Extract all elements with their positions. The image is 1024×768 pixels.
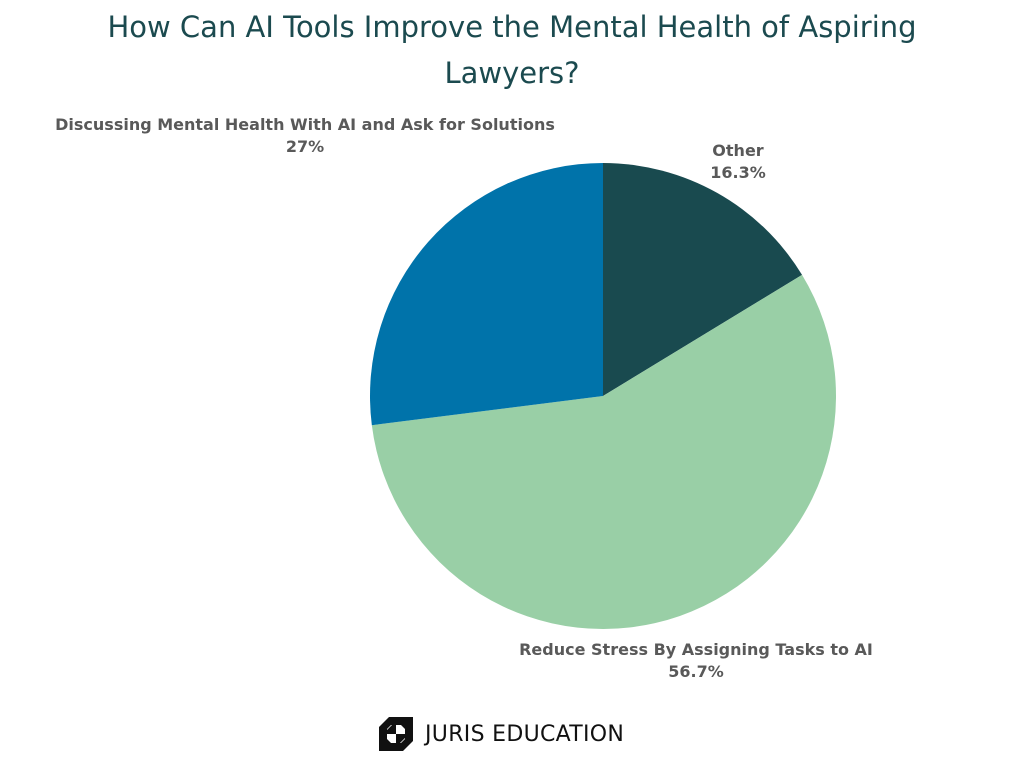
slice-label-2: Reduce Stress By Assigning Tasks to AI xyxy=(519,640,873,659)
pie-slice-1 xyxy=(603,163,803,396)
chart-title-line-1: How Can AI Tools Improve the Mental Heal… xyxy=(107,10,917,44)
juris-education-logo-icon xyxy=(379,717,413,751)
pie-slice-2 xyxy=(371,274,836,630)
footer-brand: JURIS EDUCATION xyxy=(379,714,624,754)
chart-title-line-2: Lawyers? xyxy=(444,56,580,90)
slice-label-1: Other xyxy=(712,141,763,160)
footer-brand-text: JURIS EDUCATION xyxy=(425,721,625,747)
slice-value-label-3: 27% xyxy=(286,137,324,156)
slice-value-label-2: 56.7% xyxy=(668,662,724,681)
chart-title: How Can AI Tools Improve the Mental Heal… xyxy=(0,4,1024,96)
pie-labels: Other 16.3% Reduce Stress By Assigning Tas… xyxy=(55,115,873,681)
pie-slice-3 xyxy=(370,163,603,426)
slice-label-3: Discussing Mental Health With AI and Ask… xyxy=(55,115,555,134)
pie-slices xyxy=(370,163,836,630)
slice-value-label-1: 16.3% xyxy=(710,163,766,182)
